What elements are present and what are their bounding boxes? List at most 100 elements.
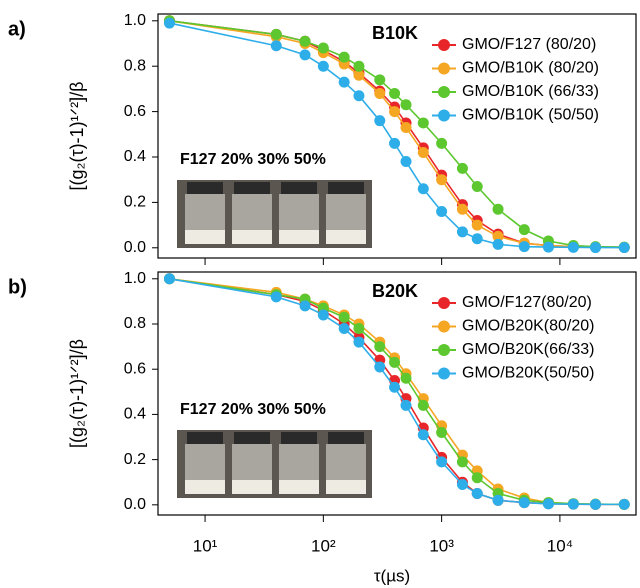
data-point [374, 87, 386, 99]
photo-label: F127 20% 30% 50% [180, 151, 326, 168]
vial-cap [281, 182, 317, 194]
vial-cap [234, 182, 270, 194]
data-point [270, 28, 282, 40]
y-tick-label: 0.6 [124, 360, 146, 377]
y-tick-label: 0.2 [124, 451, 146, 468]
data-point [436, 456, 448, 468]
data-point [456, 203, 468, 215]
data-point [436, 137, 448, 149]
y-tick-label: 0.2 [124, 194, 146, 211]
x-tick-label: 10² [311, 536, 336, 555]
legend-marker [438, 109, 450, 122]
legend-marker [438, 367, 450, 380]
data-point [518, 241, 530, 253]
data-point [542, 498, 554, 510]
data-point [374, 341, 386, 353]
legend-label: GMO/B10K (50/50) [462, 107, 599, 124]
data-point [317, 309, 329, 321]
data-point [471, 219, 483, 231]
data-point [456, 456, 468, 468]
legend-marker [438, 86, 450, 98]
data-point [417, 146, 429, 158]
vial-cap [328, 182, 364, 194]
legend-marker [438, 344, 450, 356]
data-point [400, 99, 412, 111]
plot-frame [157, 13, 637, 259]
data-point [471, 181, 483, 193]
data-point [270, 40, 282, 52]
vial-cap [187, 432, 223, 444]
annotation: B20K [372, 281, 418, 301]
data-point [567, 241, 579, 253]
data-point [618, 242, 630, 254]
data-point [417, 429, 429, 441]
data-point [400, 156, 412, 168]
data-point [338, 323, 350, 335]
data-point [353, 336, 365, 348]
data-point [456, 478, 468, 490]
vial-gel [232, 230, 272, 244]
data-point [471, 472, 483, 484]
vial-gel [232, 480, 272, 494]
vial-cap [281, 432, 317, 444]
data-point [389, 87, 401, 99]
data-point [389, 106, 401, 118]
vial-gel [185, 230, 225, 244]
data-point [518, 224, 530, 236]
vial-cap [234, 432, 270, 444]
data-point [436, 174, 448, 186]
data-point [389, 137, 401, 149]
data-point [456, 162, 468, 174]
data-point [299, 35, 311, 47]
data-point [163, 17, 175, 29]
x-tick-label: 10³ [429, 536, 454, 555]
panel-label: a) [8, 18, 26, 40]
legend-label: GMO/B10K (80/20) [462, 60, 599, 77]
data-point [163, 273, 175, 285]
y-axis-label: [(g₂(τ)-1)¹ᐟ²]/β [67, 339, 87, 448]
data-point [317, 42, 329, 54]
y-tick-label: 0.0 [124, 239, 146, 256]
data-point [389, 356, 401, 368]
legend-marker [438, 62, 450, 75]
plot-frame [157, 271, 637, 516]
data-point [471, 233, 483, 245]
data-point [338, 311, 350, 323]
vial-cap [328, 432, 364, 444]
data-point [471, 488, 483, 500]
data-point [492, 494, 504, 506]
vial-gel [185, 480, 225, 494]
legend-label: GMO/B10K (66/33) [462, 83, 599, 100]
data-point [353, 90, 365, 102]
legend-label: GMO/B20K(80/20) [462, 318, 595, 335]
data-point [374, 115, 386, 127]
data-point [299, 300, 311, 312]
data-point [353, 69, 365, 81]
data-point [492, 203, 504, 215]
vial-gel [279, 480, 319, 494]
data-point [338, 76, 350, 88]
x-axis-label: τ(µs) [374, 566, 410, 585]
y-tick-label: 0.4 [124, 148, 146, 165]
y-tick-label: 0.6 [124, 103, 146, 120]
data-point [492, 230, 504, 242]
data-point [417, 399, 429, 411]
data-point [353, 60, 365, 72]
vial-gel [326, 480, 366, 494]
legend-marker [438, 39, 450, 51]
photo-label: F127 20% 30% 50% [180, 401, 326, 418]
data-point [436, 205, 448, 217]
y-tick-label: 0.4 [124, 406, 146, 423]
data-point [299, 49, 311, 61]
data-point [374, 74, 386, 86]
legend-label: GMO/B20K(50/50) [462, 365, 595, 382]
vial-gel [326, 230, 366, 244]
data-point [389, 381, 401, 393]
legend-marker [438, 320, 450, 333]
y-tick-label: 0.8 [124, 315, 146, 332]
data-point [492, 238, 504, 250]
y-tick-label: 0.0 [124, 496, 146, 513]
data-point [518, 497, 530, 509]
vial-cap [187, 182, 223, 194]
